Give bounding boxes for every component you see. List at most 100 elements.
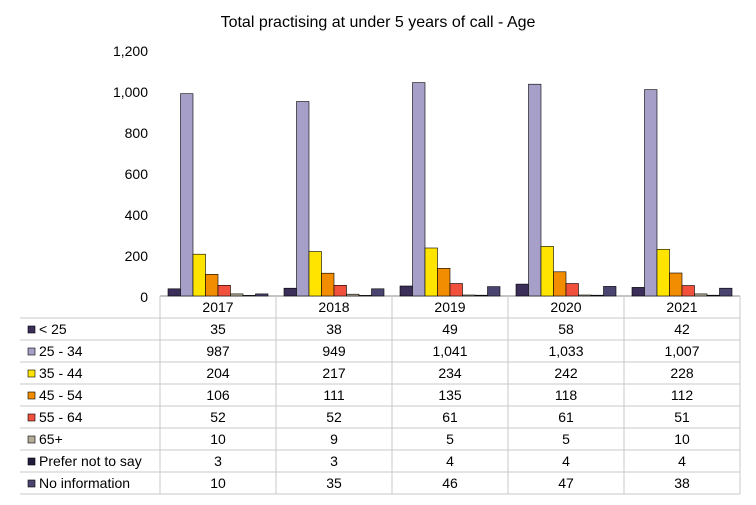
data-label: 10 bbox=[210, 431, 226, 447]
data-label: 987 bbox=[206, 343, 230, 359]
bar bbox=[474, 294, 488, 297]
bar bbox=[424, 247, 438, 297]
bar bbox=[296, 101, 310, 297]
bar bbox=[346, 293, 360, 297]
bar bbox=[217, 284, 231, 297]
y-tick-label: 1,200 bbox=[113, 43, 148, 59]
data-label: 38 bbox=[326, 321, 342, 337]
data-label: 1,033 bbox=[548, 343, 583, 359]
legend-label: Prefer not to say bbox=[39, 453, 142, 469]
data-label: 52 bbox=[326, 409, 342, 425]
legend-swatch bbox=[27, 413, 36, 422]
legend-swatch bbox=[27, 347, 36, 356]
data-label: 228 bbox=[670, 365, 694, 381]
bar bbox=[412, 82, 426, 297]
bar bbox=[603, 286, 617, 297]
bar bbox=[578, 294, 592, 297]
x-category-label: 2020 bbox=[550, 299, 581, 315]
data-label: 42 bbox=[674, 321, 690, 337]
bar bbox=[565, 283, 579, 297]
y-tick-label: 1,000 bbox=[113, 84, 148, 100]
data-label: 51 bbox=[674, 409, 690, 425]
data-label: 46 bbox=[442, 475, 458, 491]
legend-label: 35 - 44 bbox=[39, 365, 83, 381]
bar bbox=[487, 286, 501, 297]
bar bbox=[656, 249, 670, 297]
data-label: 1,007 bbox=[664, 343, 699, 359]
x-category-label: 2021 bbox=[666, 299, 697, 315]
data-label: 10 bbox=[210, 475, 226, 491]
data-label: 52 bbox=[210, 409, 226, 425]
bar bbox=[230, 293, 244, 297]
data-label: 47 bbox=[558, 475, 574, 491]
data-label: 217 bbox=[322, 365, 346, 381]
data-label: 234 bbox=[438, 365, 462, 381]
data-label: 4 bbox=[678, 453, 686, 469]
legend-swatch bbox=[27, 479, 36, 488]
y-tick-label: 400 bbox=[125, 207, 149, 223]
chart-title: Total practising at under 5 years of cal… bbox=[221, 14, 536, 31]
bar bbox=[371, 288, 385, 297]
bar bbox=[590, 294, 604, 297]
y-tick-label: 600 bbox=[125, 166, 149, 182]
data-label: 949 bbox=[322, 343, 346, 359]
y-tick-label: 200 bbox=[125, 248, 149, 264]
bar bbox=[644, 89, 658, 297]
legend-swatch bbox=[27, 457, 36, 466]
bar bbox=[706, 294, 720, 297]
legend-label: 55 - 64 bbox=[39, 409, 83, 425]
data-label: 4 bbox=[562, 453, 570, 469]
data-label: 58 bbox=[558, 321, 574, 337]
data-label: 118 bbox=[555, 387, 578, 403]
data-label: 3 bbox=[214, 453, 222, 469]
legend-swatch bbox=[27, 391, 36, 400]
bar bbox=[180, 93, 194, 297]
bar bbox=[540, 246, 554, 297]
y-tick-label: 800 bbox=[125, 125, 149, 141]
legend-swatch bbox=[27, 435, 36, 444]
bar bbox=[167, 288, 181, 297]
data-label: 112 bbox=[671, 387, 694, 403]
x-category-label: 2018 bbox=[318, 299, 349, 315]
bar bbox=[437, 267, 451, 297]
data-label: 135 bbox=[438, 387, 462, 403]
x-category-label: 2017 bbox=[202, 299, 233, 315]
data-label: 49 bbox=[442, 321, 458, 337]
bar bbox=[515, 283, 529, 297]
data-label: 5 bbox=[446, 431, 454, 447]
data-label: 9 bbox=[330, 431, 338, 447]
data-label: 3 bbox=[330, 453, 338, 469]
bar bbox=[719, 287, 733, 297]
data-label: 35 bbox=[210, 321, 226, 337]
bar bbox=[283, 287, 297, 297]
x-category-label: 2019 bbox=[434, 299, 465, 315]
data-label: 111 bbox=[323, 387, 344, 403]
bar bbox=[192, 253, 206, 297]
data-label: 1,041 bbox=[432, 343, 467, 359]
bar bbox=[399, 285, 413, 297]
y-tick-label: 0 bbox=[140, 289, 148, 305]
bar bbox=[321, 272, 335, 297]
bar bbox=[462, 294, 476, 297]
legend-label: No information bbox=[39, 475, 130, 491]
bar bbox=[333, 284, 347, 297]
bar bbox=[358, 295, 372, 297]
bar bbox=[553, 271, 567, 297]
bar bbox=[669, 272, 683, 297]
bar bbox=[205, 273, 219, 297]
data-label: 204 bbox=[206, 365, 230, 381]
bar bbox=[694, 293, 708, 297]
data-label: 4 bbox=[446, 453, 454, 469]
bar bbox=[449, 283, 463, 297]
legend-label: 45 - 54 bbox=[39, 387, 83, 403]
data-label: 61 bbox=[558, 409, 574, 425]
legend-label: 25 - 34 bbox=[39, 343, 83, 359]
data-label: 5 bbox=[562, 431, 570, 447]
bar bbox=[631, 287, 645, 297]
legend-label: 65+ bbox=[39, 431, 63, 447]
legend-label: < 25 bbox=[39, 321, 67, 337]
legend-swatch bbox=[27, 369, 36, 378]
data-label: 61 bbox=[442, 409, 458, 425]
